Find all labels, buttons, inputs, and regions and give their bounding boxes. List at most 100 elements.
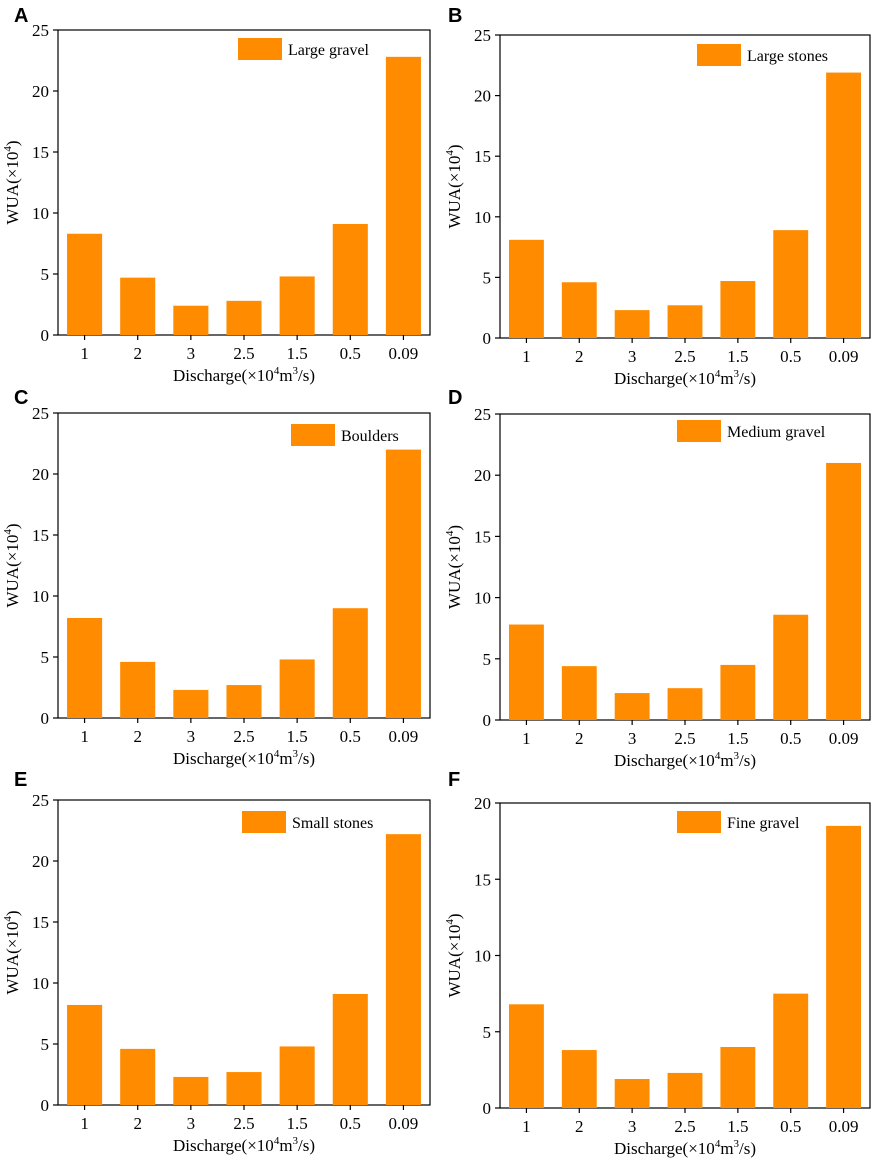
chart-panel-b: B 0 5 10 15 20 25 1 2 3 2.5 1.5 0.5 0.09 Discharge(×10… bbox=[444, 5, 871, 388]
x-tick-label: 1 bbox=[80, 344, 89, 363]
x-tick-label: 1.5 bbox=[287, 344, 308, 363]
bar bbox=[561, 282, 597, 338]
y-axis-title: WUA(×104) bbox=[2, 523, 22, 607]
bar bbox=[226, 300, 262, 335]
x-tick-label: 2 bbox=[575, 347, 584, 366]
bar bbox=[173, 1076, 209, 1105]
x-axis-title: Discharge(×104m3/s) bbox=[173, 365, 315, 385]
panel-label: C bbox=[14, 387, 28, 409]
x-tick-label: 2 bbox=[575, 729, 584, 748]
bar bbox=[720, 281, 756, 338]
x-axis-title-sup: 3 bbox=[734, 750, 740, 762]
x-axis-title-base: Discharge(×10 bbox=[614, 369, 715, 388]
x-axis-title: Discharge(×104m3/s) bbox=[614, 368, 756, 388]
bar bbox=[385, 834, 421, 1105]
x-tick-label: 2.5 bbox=[674, 729, 695, 748]
x-tick-label: 1.5 bbox=[727, 1117, 748, 1136]
legend-label: Small stones bbox=[292, 815, 373, 832]
x-tick-label: 2.5 bbox=[674, 1117, 695, 1136]
x-axis-title-sup: 4 bbox=[715, 368, 721, 380]
y-tick-label: 15 bbox=[32, 913, 49, 932]
x-tick-label: 1.5 bbox=[727, 347, 748, 366]
x-tick-label: 2.5 bbox=[233, 1114, 254, 1133]
x-axis-title-base: Discharge(×10 bbox=[173, 366, 274, 385]
x-tick-label: 0.09 bbox=[389, 727, 419, 746]
y-axis-title: WUA(×104) bbox=[444, 144, 464, 228]
bar bbox=[173, 689, 209, 718]
y-axis-title-sup: 4 bbox=[444, 150, 456, 156]
y-tick-label: 20 bbox=[474, 466, 491, 485]
legend-label: Fine gravel bbox=[727, 815, 800, 832]
y-tick-label: 25 bbox=[474, 26, 491, 45]
y-tick-label: 0 bbox=[483, 711, 492, 730]
y-tick-label: 20 bbox=[474, 794, 491, 813]
bar bbox=[332, 993, 368, 1105]
bar bbox=[67, 233, 103, 335]
bar bbox=[614, 1079, 650, 1108]
x-tick-label: 2.5 bbox=[233, 727, 254, 746]
legend-swatch bbox=[242, 811, 286, 833]
y-tick-label: 10 bbox=[32, 204, 49, 223]
x-axis-title-base: Discharge(×10 bbox=[614, 1139, 715, 1158]
bar bbox=[332, 608, 368, 718]
y-axis-title-sup: 4 bbox=[444, 530, 456, 536]
x-axis-title: Discharge(×104m3/s) bbox=[173, 748, 315, 768]
y-tick-label: 0 bbox=[41, 1096, 50, 1115]
y-axis-title: WUA(×104) bbox=[444, 913, 464, 997]
bar bbox=[120, 1048, 156, 1105]
y-tick-label: 25 bbox=[32, 791, 49, 810]
x-tick-label: 3 bbox=[628, 347, 637, 366]
legend-label: Large gravel bbox=[288, 42, 370, 59]
x-axis-title-base: Discharge(×10 bbox=[614, 751, 715, 770]
y-tick-label: 10 bbox=[474, 208, 491, 227]
y-tick-label: 15 bbox=[32, 143, 49, 162]
y-tick-label: 5 bbox=[41, 648, 50, 667]
y-axis-title-base: WUA(×10 bbox=[445, 925, 464, 998]
y-axis-title-tail: ) bbox=[3, 910, 22, 916]
plot-frame bbox=[57, 412, 431, 719]
bar bbox=[720, 1047, 756, 1108]
legend-label: Boulders bbox=[341, 428, 399, 445]
x-tick-label: 0.09 bbox=[829, 1117, 859, 1136]
bar bbox=[826, 72, 862, 339]
bar bbox=[279, 1046, 315, 1105]
x-axis-title-sup: 4 bbox=[715, 750, 721, 762]
x-axis-title-tail: /s) bbox=[739, 1139, 756, 1158]
y-axis-title-base: WUA(×10 bbox=[3, 535, 22, 608]
y-tick-label: 15 bbox=[474, 147, 491, 166]
bar bbox=[332, 223, 368, 335]
x-axis-title-sup: 4 bbox=[274, 748, 280, 760]
chart-panel-d: D 0 5 10 15 20 25 1 2 3 2.5 1.5 0.5 0.09 Discharge(×10… bbox=[444, 387, 871, 770]
plot-frame bbox=[499, 802, 871, 1109]
x-tick-label: 3 bbox=[187, 727, 196, 746]
y-tick-label: 10 bbox=[32, 974, 49, 993]
x-tick-label: 1.5 bbox=[287, 727, 308, 746]
x-tick-label: 2.5 bbox=[674, 347, 695, 366]
panel-label: A bbox=[14, 5, 28, 27]
bar bbox=[826, 825, 862, 1108]
bar bbox=[773, 230, 809, 338]
y-axis-title: WUA(×104) bbox=[2, 140, 22, 224]
panel-label: F bbox=[448, 769, 460, 791]
y-tick-label: 15 bbox=[474, 527, 491, 546]
bar bbox=[508, 624, 544, 720]
x-axis-title-sup: 4 bbox=[274, 1135, 280, 1147]
x-axis-title-tail: /s) bbox=[298, 749, 315, 768]
y-tick-label: 0 bbox=[41, 709, 50, 728]
bar bbox=[508, 1004, 544, 1108]
x-axis-title-mid: m bbox=[720, 751, 733, 770]
x-axis-title-tail: /s) bbox=[298, 1136, 315, 1155]
bar bbox=[561, 1050, 597, 1108]
y-tick-label: 15 bbox=[474, 870, 491, 889]
x-axis-title-mid: m bbox=[720, 369, 733, 388]
chart-panel-a: A 0 5 10 15 20 25 1 2 3 2.5 1.5 0.5 0.09 Discharge(×10… bbox=[2, 5, 431, 385]
x-axis-title-mid: m bbox=[720, 1139, 733, 1158]
y-tick-label: 0 bbox=[483, 329, 492, 348]
bar bbox=[773, 993, 809, 1108]
bar bbox=[279, 276, 315, 335]
y-tick-label: 20 bbox=[32, 852, 49, 871]
y-axis-title: WUA(×104) bbox=[444, 525, 464, 609]
y-tick-label: 5 bbox=[483, 268, 492, 287]
chart-panel-c: C 0 5 10 15 20 25 1 2 3 2.5 1.5 0.5 0.09 Discharge(×10… bbox=[2, 387, 431, 768]
